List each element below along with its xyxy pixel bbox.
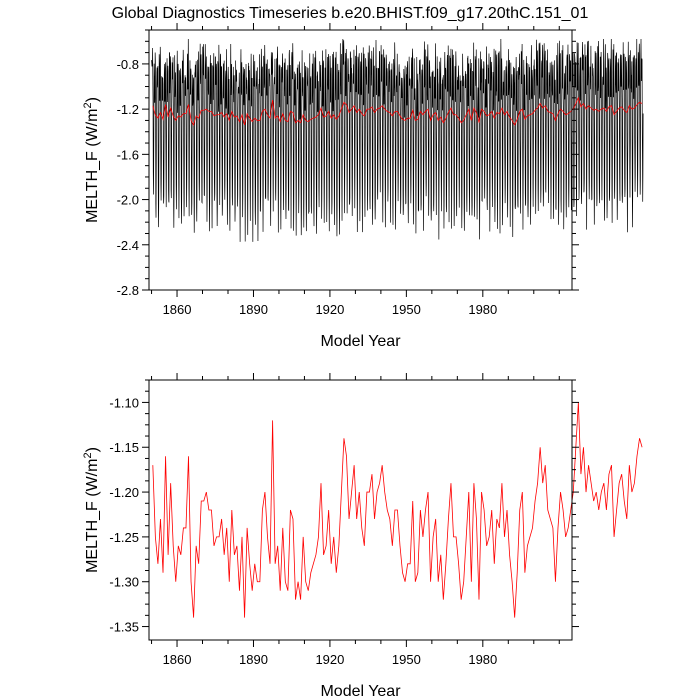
panel-annual: 1860 1890 1920 1950 1980 -1.10 -1.15 -1.20 -1.25…	[82, 373, 643, 700]
y-tick-label: -1.6	[117, 147, 139, 162]
x-tick-label: 1890	[239, 302, 268, 317]
y-tick-label: -2.8	[117, 283, 139, 298]
x-tick-label: 1980	[468, 302, 497, 317]
y-axis-label: MELTH_F (W/m2)	[82, 447, 101, 573]
x-tick-label: 1950	[392, 652, 421, 667]
x-tick-label: 1980	[468, 652, 497, 667]
plot-frame	[148, 29, 573, 291]
y-tick-label: -2.4	[117, 238, 139, 253]
series-line-0	[151, 39, 644, 242]
series-line-0	[152, 402, 643, 618]
y-tick-label: -0.8	[117, 57, 139, 72]
y-tick-label: -1.2	[117, 102, 139, 117]
series-line-1	[152, 96, 643, 126]
y-tick-label: -1.25	[109, 530, 139, 545]
y-axis-label: MELTH_F (W/m2)	[82, 97, 101, 223]
panel-monthly: 1860 1890 1920 1950 1980 -0.8 -1.2 -1.6 -2.0 -2.4…	[82, 23, 644, 350]
x-axis-label: Model Year	[320, 683, 401, 700]
x-tick-label: 1860	[163, 652, 192, 667]
y-tick-label: -1.20	[109, 485, 139, 500]
y-tick-label: -1.10	[109, 395, 139, 410]
plot-frame	[148, 379, 573, 641]
y-tick-label: -2.0	[117, 193, 139, 208]
figure-title: Global Diagnostics Timeseries b.e20.BHIS…	[112, 5, 589, 22]
x-tick-label: 1920	[315, 302, 344, 317]
x-tick-label: 1860	[163, 302, 192, 317]
x-tick-label: 1920	[315, 652, 344, 667]
x-axis-label: Model Year	[320, 333, 401, 350]
y-tick-label: -1.30	[109, 575, 139, 590]
x-tick-label: 1890	[239, 652, 268, 667]
x-tick-label: 1950	[392, 302, 421, 317]
y-tick-label: -1.35	[109, 620, 139, 635]
y-tick-label: -1.15	[109, 440, 139, 455]
